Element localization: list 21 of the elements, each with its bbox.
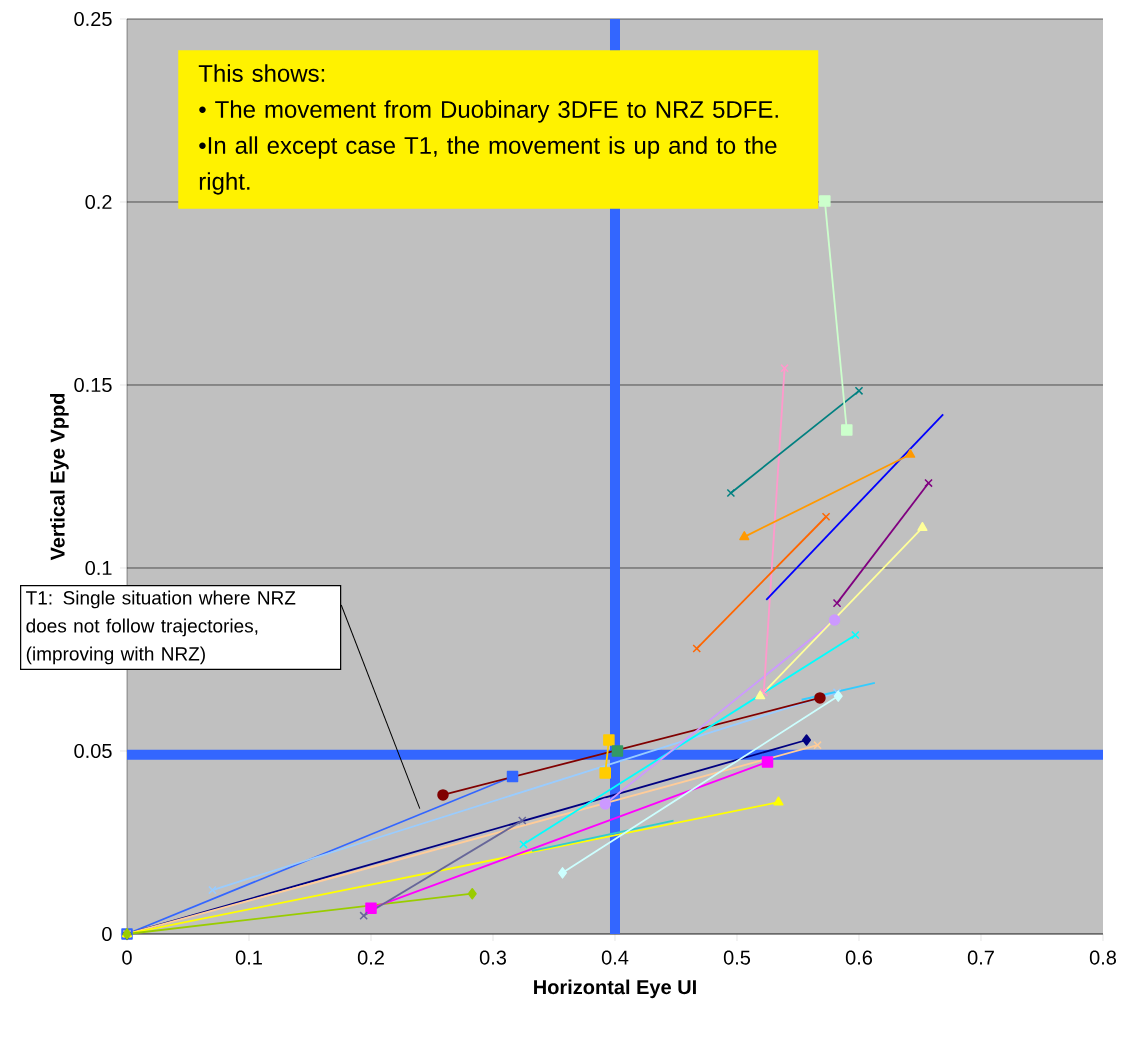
x-tick-label: 0.8	[1089, 950, 1117, 965]
y-tick-label: 0.25	[74, 11, 112, 27]
annotation: •In all except case T1, the movement is up and to the right.	[199, 136, 777, 195]
x-tick-label: 0.5	[723, 950, 751, 965]
y-axis-title: Vertical Eye Vppd	[50, 393, 69, 561]
y-tick-label: 0.15	[74, 377, 112, 393]
y-tick-label: 0.2	[85, 194, 112, 210]
annotation: T1: Single situation where NRZ does not follow trajectories, (improving with NRZ)	[26, 590, 296, 665]
x-tick-label: 0	[122, 950, 132, 965]
y-tick-label: 0.05	[74, 743, 112, 759]
annotation: This shows:	[198, 64, 325, 82]
x-tick-label: 0.1	[235, 950, 262, 965]
y-tick-label: 0.1	[85, 560, 112, 576]
x-axis-title: Horizontal Eye UI	[534, 979, 696, 999]
x-tick-label: 0.7	[967, 950, 994, 965]
annotation: • The movement from Duobinary 3DFE to NRZ 5DFE.	[199, 100, 778, 123]
y-tick-label: 0	[102, 926, 112, 942]
x-tick-label: 0.3	[479, 950, 507, 965]
x-tick-label: 0.4	[601, 950, 629, 965]
x-tick-label: 0.2	[357, 950, 384, 965]
x-tick-label: 0.6	[845, 950, 873, 965]
